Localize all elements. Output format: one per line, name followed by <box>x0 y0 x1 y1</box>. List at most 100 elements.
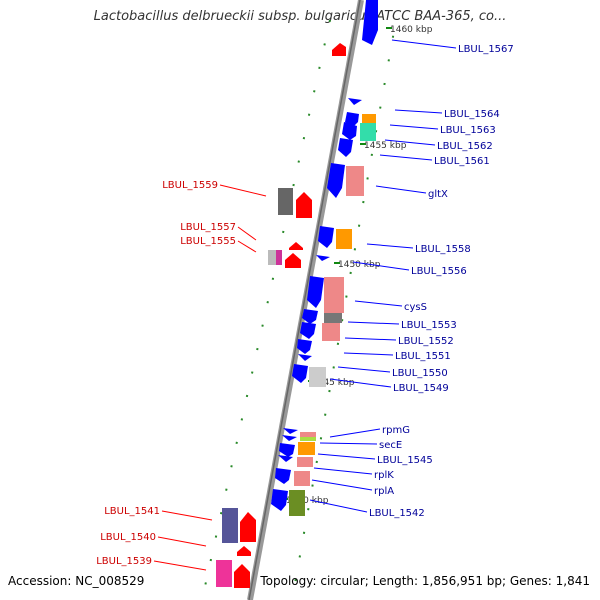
gene-arrow-LBUL_1541 <box>240 512 256 542</box>
gene-box-rpmG-2 <box>300 437 316 441</box>
gene-box-LBUL_1539 <box>216 560 232 587</box>
gene-arrow-LBUL_1556 <box>316 255 330 261</box>
gene-label: rpmG <box>382 425 410 436</box>
label-connector <box>329 428 381 438</box>
label-connector <box>366 243 414 249</box>
gene-box-grey-2 <box>309 367 326 387</box>
map-title: Lactobacillus delbrueckii subsp. bulgari… <box>93 9 507 24</box>
tick-label: 1445 kbp <box>312 378 355 388</box>
gene-arrow-LBUL_1549 <box>292 364 308 383</box>
gene-arrow-LBUL_1567 <box>362 0 378 45</box>
gene-arrow-LBUL_1559 <box>296 192 312 218</box>
gene-arrow-LBUL_1564 <box>348 98 362 105</box>
gene-arrow-rplK <box>278 455 293 462</box>
gene-box-LBUL_1541 <box>222 508 238 543</box>
gene-box-secE <box>298 442 315 455</box>
gene-label: LBUL_1562 <box>437 141 493 152</box>
gene-label: LBUL_1550 <box>392 368 448 379</box>
gene-label: rplK <box>374 470 394 481</box>
gene-label: LBUL_1539 <box>96 556 152 567</box>
gene-arrow-LBUL_1545 <box>279 443 295 457</box>
label-connector <box>309 499 368 513</box>
tick-label: 1460 kbp <box>390 25 433 35</box>
gene-box-grey-1 <box>324 313 342 323</box>
gene-label: LBUL_1551 <box>395 351 451 362</box>
gene-arrow-cysS <box>307 276 324 308</box>
gene-label: LBUL_1559 <box>162 180 218 191</box>
gene-arrow-LBUL_1553 <box>302 309 318 324</box>
gene-label: LBUL_1556 <box>411 266 467 277</box>
gene-arrow-LBUL_1539 <box>234 564 250 588</box>
label-connector <box>379 154 433 161</box>
gene-label: cysS <box>404 302 427 313</box>
label-connector <box>237 240 257 253</box>
gene-box-LBUL_1552 <box>322 323 340 341</box>
gene-arrow-LBUL_1551 <box>297 339 312 354</box>
label-connector <box>329 378 392 388</box>
label-connector <box>337 366 391 373</box>
label-connector <box>319 442 378 445</box>
gene-arrow-rpmG <box>283 428 298 434</box>
tick-label: 1440 kbp <box>286 496 329 506</box>
gene-box-teal <box>360 123 376 141</box>
gene-label: LBUL_1557 <box>180 222 236 233</box>
label-connector <box>317 453 376 460</box>
gene-label: secE <box>379 440 402 451</box>
gene-label: LBUL_1564 <box>444 109 500 120</box>
gene-label: LBUL_1553 <box>401 320 457 331</box>
gene-label: LBUL_1561 <box>434 156 490 167</box>
gene-arrow-LBUL_1558 <box>318 226 334 248</box>
label-connector <box>237 226 257 241</box>
gene-box-LBUL_1545 <box>297 457 313 467</box>
label-connector <box>344 337 397 341</box>
gene-label: LBUL_1541 <box>104 506 160 517</box>
label-connector <box>347 321 400 325</box>
gene-arrow-LBUL_1562 <box>342 122 357 140</box>
label-connector <box>157 536 207 547</box>
tick-label: 1455 kbp <box>364 141 407 151</box>
gene-labels: LBUL_1567 LBUL_1564 LBUL_1563 LBUL_1562 LBUL… <box>96 39 514 571</box>
gene-label: gltX <box>428 189 448 200</box>
gene-arrow-LBUL_1540 <box>237 546 251 556</box>
gene-arrow-LBUL_1557 <box>289 242 303 250</box>
gene-box-rpmG <box>300 432 316 438</box>
gene-arrow-secE <box>282 435 297 441</box>
gene-box-LBUL_1555-a <box>268 250 276 265</box>
label-connector <box>153 560 207 571</box>
gene-arrow-rplA <box>275 468 291 484</box>
genome-summary-text: Topology: circular; Length: 1,856,951 bp… <box>260 574 590 588</box>
kbp-ticks: 1460 kbp 1455 kbp 1450 kbp 1445 kbp 1440 kbp <box>282 25 433 506</box>
label-connector <box>313 467 373 475</box>
gene-label: LBUL_1540 <box>100 532 156 543</box>
gene-label: LBUL_1558 <box>415 244 471 255</box>
gene-label: LBUL_1555 <box>180 236 236 247</box>
label-connector <box>352 261 410 271</box>
label-connector <box>219 184 267 197</box>
gene-label: LBUL_1542 <box>369 508 425 519</box>
label-connector <box>389 124 439 130</box>
backbone <box>247 0 364 600</box>
gene-label: LBUL_1552 <box>398 336 454 347</box>
label-connector <box>391 39 457 49</box>
gene-arrow-LBUL_1542 <box>271 489 288 511</box>
gene-label: rplA <box>374 486 394 497</box>
gene-box-LBUL_1542 <box>289 490 305 516</box>
gene-box-cysS <box>324 277 344 313</box>
label-connector <box>354 300 403 307</box>
gene-box-gltX <box>346 166 364 196</box>
label-connector <box>161 510 213 521</box>
gene-arrow-gltX <box>327 163 345 198</box>
forward-strand-features <box>271 0 378 516</box>
gene-arrow-LBUL_1561 <box>338 138 353 157</box>
label-connector <box>394 109 443 114</box>
label-connector <box>343 352 394 356</box>
label-connector <box>384 139 436 146</box>
gene-arrow-top-red <box>332 43 346 56</box>
gene-arrow-LBUL_1550 <box>298 354 312 361</box>
gene-box-rplK <box>294 471 310 486</box>
gene-label: LBUL_1563 <box>440 125 496 136</box>
gene-box-orange-2 <box>336 229 352 249</box>
tick-label: 1450 kbp <box>338 260 381 270</box>
label-connector <box>311 479 373 491</box>
